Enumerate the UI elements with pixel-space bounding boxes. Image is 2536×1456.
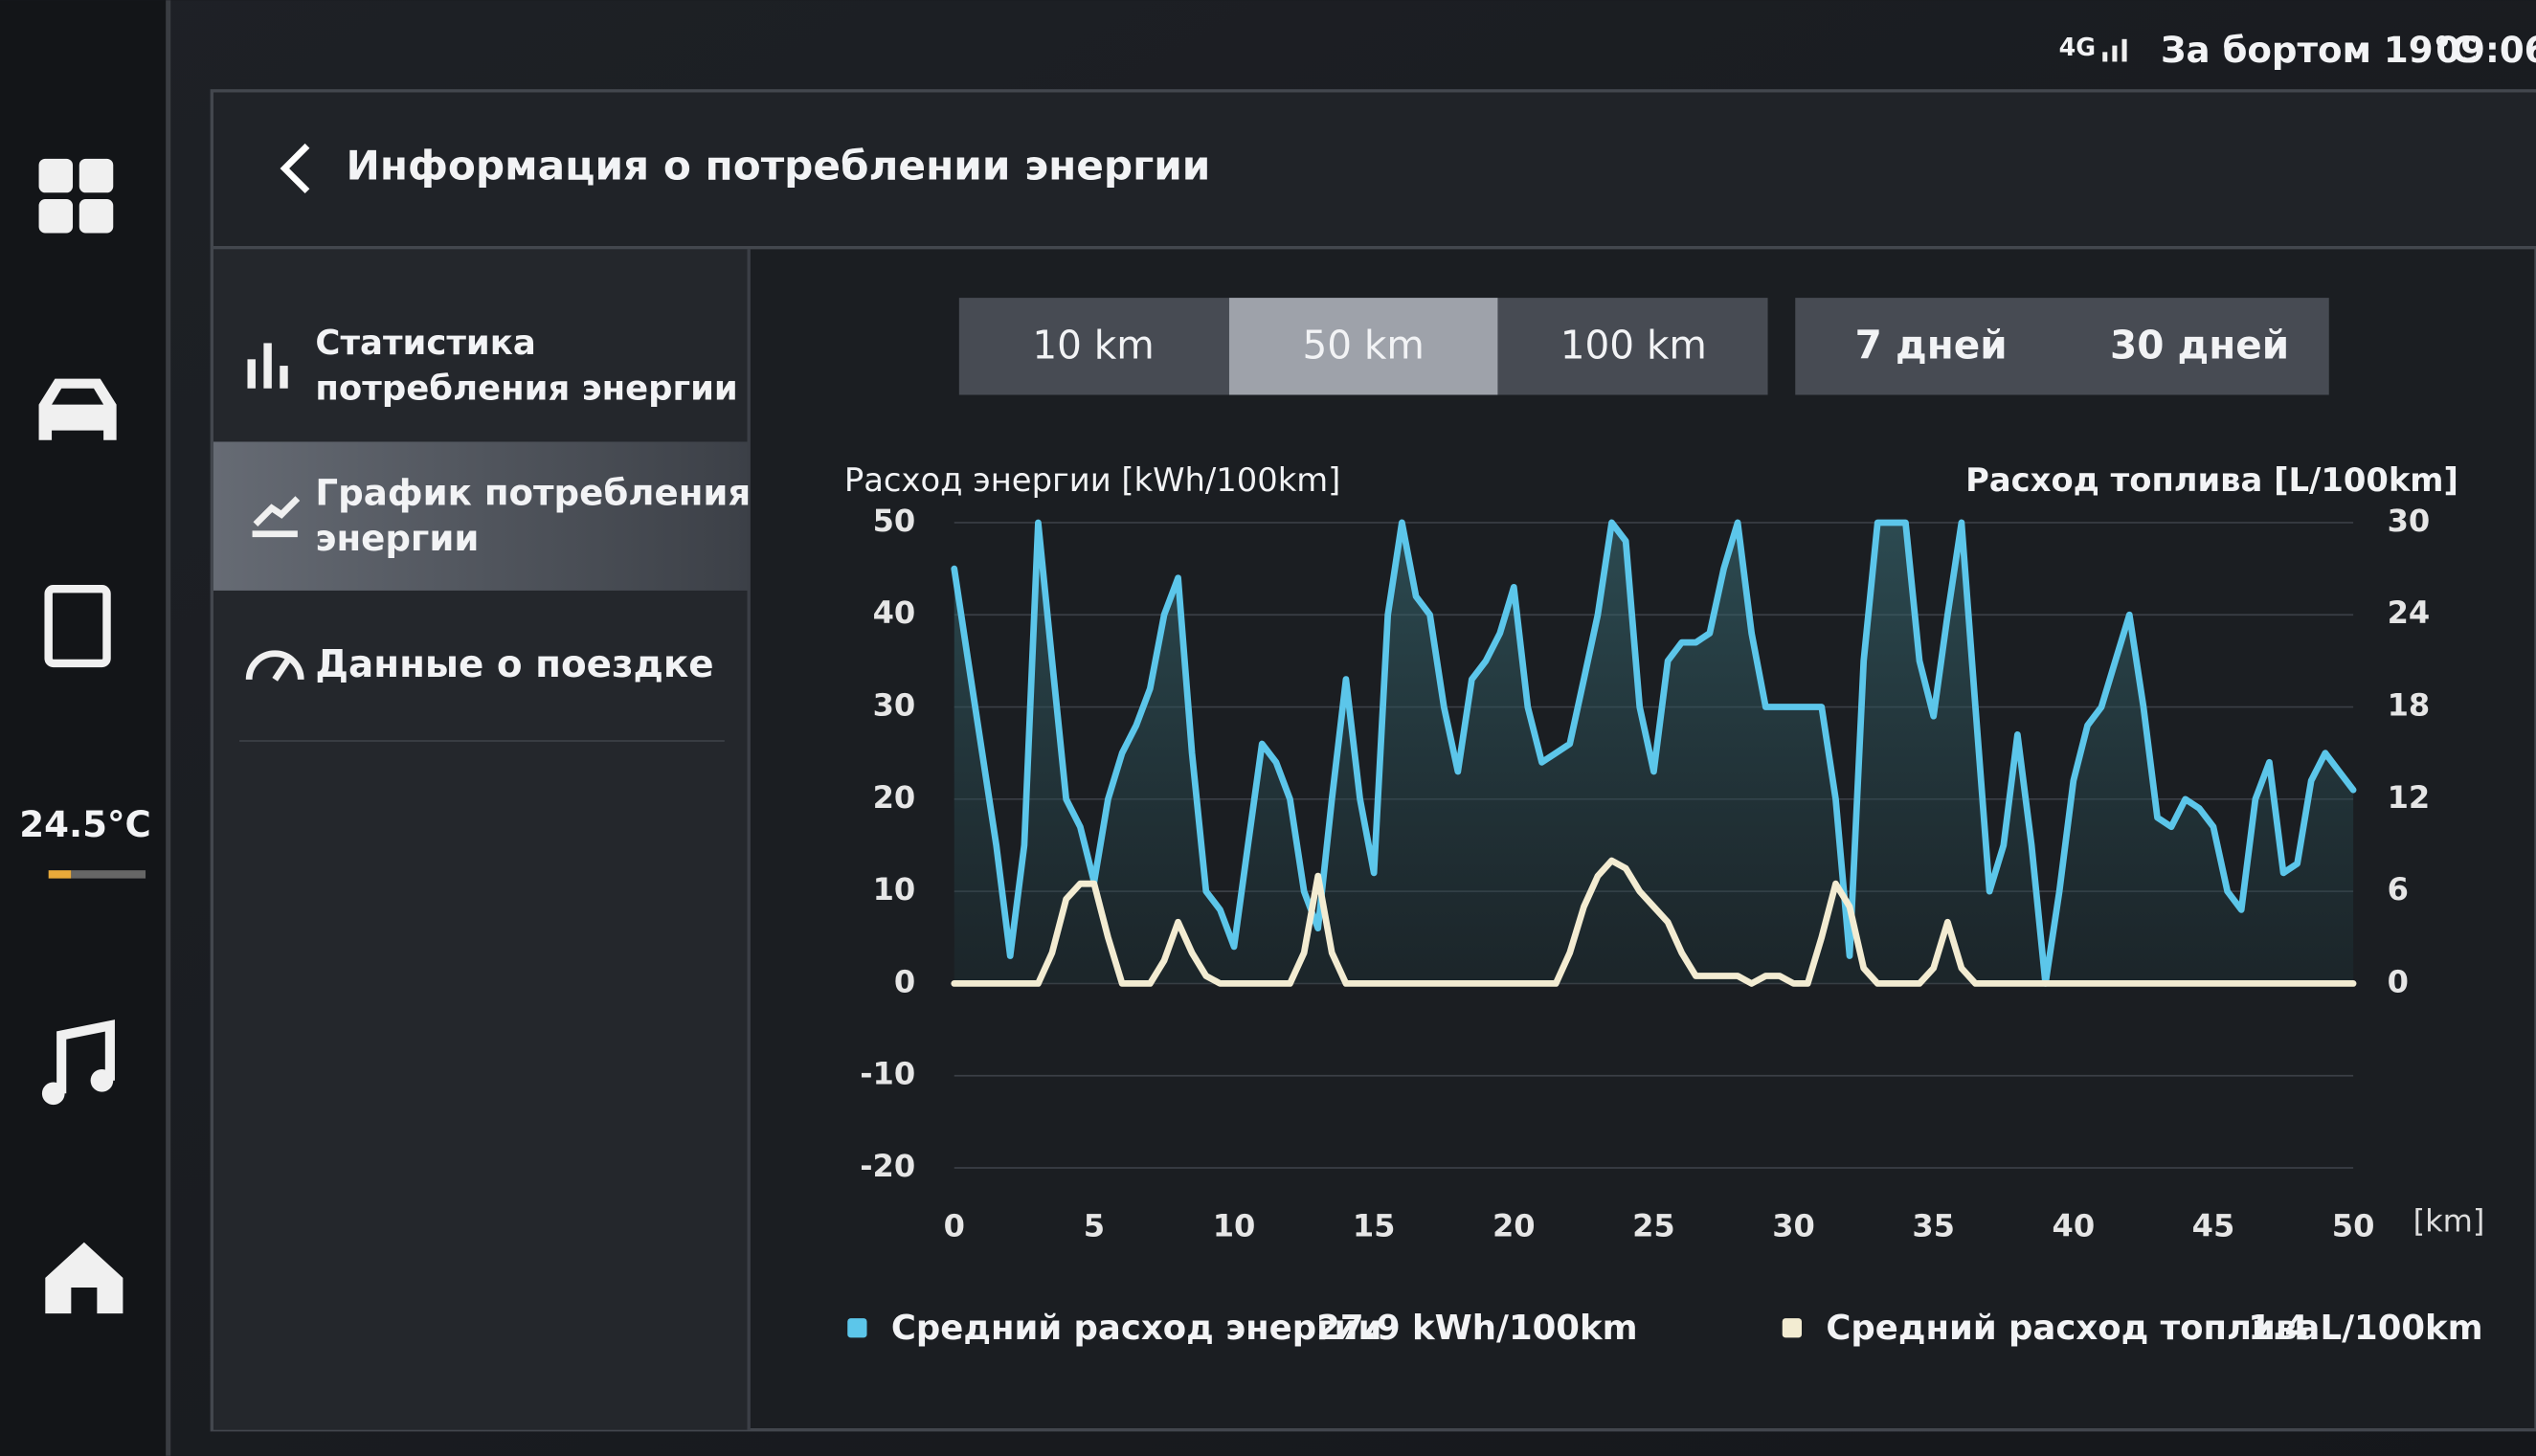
car-icon[interactable] [38,378,117,440]
x-tick-label: 35 [1912,1208,1955,1244]
legend-value: 27.9 kWh/100km [1316,1309,1637,1348]
y2-tick-label: 6 [2388,871,2409,907]
series-line [951,857,2357,987]
x-tick-label: 5 [1084,1208,1105,1244]
y-tick-label: 30 [873,687,916,724]
y-tick-label: -20 [860,1148,915,1184]
tab[interactable]: 10 km [1032,322,1154,368]
page-title: Информация о потреблении энергии [347,142,1211,189]
tab-group [1795,298,2329,395]
menu-selected [213,441,748,591]
y-tick-label: 50 [873,503,916,539]
tab[interactable]: 30 дней [2110,322,2289,368]
trip-icon [245,650,304,682]
legend-swatch [847,1318,867,1338]
y-tick-label: 20 [873,779,916,816]
signal-icon [2102,38,2127,62]
legend-value: 1.4 L/100km [2248,1309,2482,1348]
x-tick-label: 20 [1492,1208,1536,1244]
y2-tick-label: 18 [2388,687,2431,724]
x-axis-label: [km] [2413,1202,2485,1239]
x-tick-label: 25 [1632,1208,1675,1244]
tab[interactable]: 7 дней [1855,322,2008,368]
manual-icon[interactable] [44,584,111,668]
y2-tick-label: 30 [2388,503,2431,539]
x-tick-label: 40 [2053,1208,2096,1244]
y-axis-label: Расход энергии [kWh/100km] [844,461,1340,499]
menu-item[interactable]: График потребления [315,473,751,514]
music-note [90,1068,114,1092]
legend-swatch [1782,1318,1803,1338]
menu-item[interactable]: Статистика [315,324,535,363]
plot: -20 -10 0 10 20 30 40 50 0 6 12 18 24 30 0 5 10 15 20 25 30 3… [860,503,2430,1244]
y-tick-label: 10 [873,871,916,907]
network: 4G [2059,33,2096,61]
dock [0,0,168,1456]
stats-icon [247,343,288,389]
clock: 09:06 [2435,30,2536,71]
header [213,92,2536,248]
y-tick-label: 40 [873,594,916,631]
back-button[interactable] [280,143,310,194]
x-tick-label: 30 [1772,1208,1815,1244]
tab[interactable]: 50 km [1302,322,1424,368]
series-line [951,519,2357,987]
cabin-temp[interactable]: 24.5°C [19,804,151,845]
x-tick-label: 15 [1353,1208,1396,1244]
fan-level [48,870,72,879]
area-fill [954,522,2354,984]
y2-tick-label: 24 [2388,594,2431,631]
music-note [41,1082,65,1106]
tab[interactable]: 100 km [1560,322,1707,368]
y2-tick-label: 0 [2388,963,2409,999]
menu-item[interactable]: потребления энергии [315,369,737,408]
legend-name: Средний расход энергии [891,1309,1381,1348]
y2-axis-label: Расход топлива [L/100km] [1965,461,2458,499]
x-tick-label: 50 [2332,1208,2375,1244]
x-tick-label: 0 [944,1208,965,1244]
menu-item[interactable]: Данные о поездке [315,643,713,686]
menu-item[interactable]: энергии [315,518,479,559]
fan-track [71,870,146,879]
x-tick-label: 45 [2192,1208,2235,1244]
y-tick-label: 0 [894,963,915,999]
tab-selected [1228,298,1498,395]
y2-tick-label: 12 [2388,779,2431,816]
y-tick-label: -10 [860,1056,915,1092]
legend-name: Средний расход топлива [1826,1309,2320,1348]
menu-panel [213,249,748,1430]
x-tick-label: 10 [1213,1208,1256,1244]
music-icon[interactable] [56,1019,115,1094]
apps-icon[interactable] [38,158,114,234]
graph-icon [252,496,301,538]
outside-temp: За бортом 19°C [2161,30,2477,71]
